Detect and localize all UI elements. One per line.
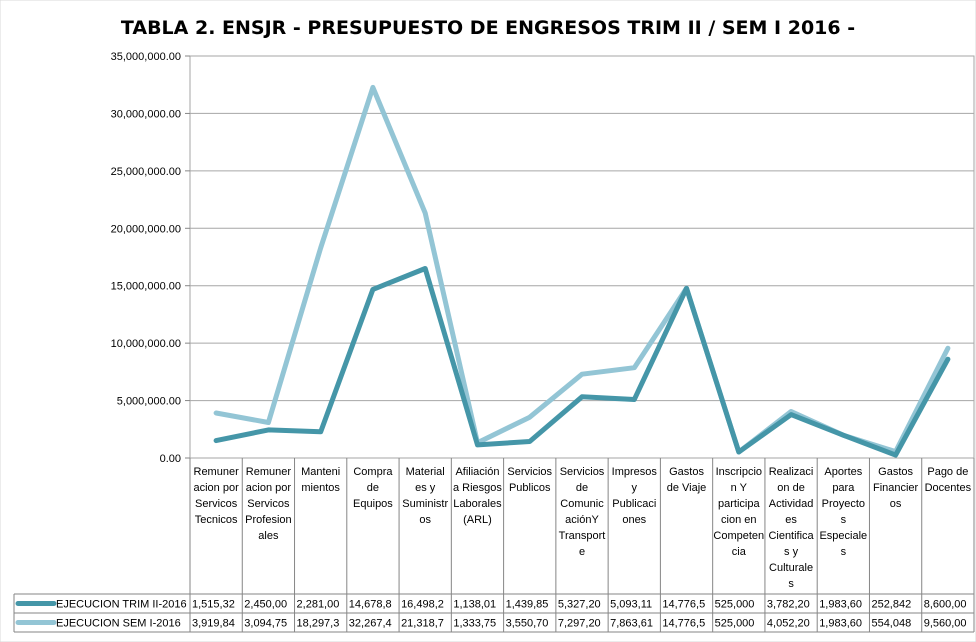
category-label: Realizaci on de Actividad es Cientifica s y Cu… <box>768 466 814 590</box>
table-cell: 14,776,5 <box>662 599 705 611</box>
category-label: Material es y Suministr os <box>402 466 448 526</box>
data-point <box>736 449 741 454</box>
category-label: Servicios de Comunic aciónY Transport e <box>559 466 606 558</box>
table-cell: 8,600,00 <box>924 599 967 611</box>
table-cell: 1,983,60 <box>819 618 862 630</box>
table-cell: 7,863,61 <box>610 618 653 630</box>
table-cell: 3,919,84 <box>192 618 235 630</box>
y-tick-label: 35,000,000.00 <box>111 51 181 63</box>
data-point <box>893 453 898 458</box>
table-cell: 21,318,7 <box>401 618 444 630</box>
table-cell: 4,052,20 <box>767 618 810 630</box>
category-label: Aportes para Proyecto s Especiale s <box>819 466 867 558</box>
category-label: Afiliación a Riesgos Laborales (ARL) <box>453 466 502 526</box>
data-point <box>423 211 428 216</box>
data-point <box>527 439 532 444</box>
y-axis: 0.00 5,000,000.00 10,000,000.00 15,000,000.… <box>111 51 975 465</box>
data-point <box>318 429 323 434</box>
category-label: Remuner acion por Servicos Tecnicos <box>194 466 240 526</box>
data-point <box>370 287 375 292</box>
data-point <box>266 427 271 432</box>
y-tick-label: 30,000,000.00 <box>111 108 181 120</box>
category-label: Remuner acion por Servicos Profesion ales <box>245 466 291 542</box>
table-cell: 14,776,5 <box>662 618 705 630</box>
table-cell: 2,450,00 <box>244 599 287 611</box>
table-cell: 18,297,3 <box>297 618 340 630</box>
data-point <box>945 357 950 362</box>
data-point <box>841 433 846 438</box>
category-label: Pago de Docentes <box>925 466 972 494</box>
table-cell: 16,498,2 <box>401 599 444 611</box>
table-cell: 3,550,70 <box>506 618 549 630</box>
y-tick-label: 0.00 <box>160 453 181 465</box>
table-cell: 1,515,32 <box>192 599 235 611</box>
data-point <box>370 85 375 90</box>
category-label: Compra de Equipos <box>353 466 393 510</box>
y-tick-label: 25,000,000.00 <box>111 166 181 178</box>
table-cell: 5,093,11 <box>610 599 652 611</box>
legend-label: EJECUCION TRIM II-2016 <box>56 599 187 611</box>
data-point <box>684 286 689 291</box>
data-point <box>527 415 532 420</box>
table-cell: 2,281,00 <box>297 599 340 611</box>
data-point <box>266 420 271 425</box>
table-cell: 1,333,75 <box>453 618 496 630</box>
series-layer <box>213 84 951 458</box>
table-cell: 525,000 <box>715 599 755 611</box>
data-point <box>214 410 219 415</box>
data-point <box>475 442 480 447</box>
data-point <box>318 245 323 250</box>
table-cell: 14,678,8 <box>349 599 392 611</box>
data-point <box>580 372 584 377</box>
category-label: Servicios Publicos <box>507 466 552 494</box>
table-cell: 7,297,20 <box>558 618 601 630</box>
category-label: Gastos de Viaje <box>667 466 707 494</box>
chart-title: TABLA 2. ENSJR - PRESUPUESTO DE ENGRESOS… <box>121 17 855 39</box>
data-point <box>580 394 584 399</box>
legend-label: EJECUCION SEM I-2016 <box>56 618 181 630</box>
data-point <box>632 365 637 370</box>
y-tick-label: 5,000,000.00 <box>117 396 181 408</box>
table-cell: 5,327,20 <box>558 599 601 611</box>
table-cell: 1,439,85 <box>506 599 549 611</box>
category-label: Gastos Financier os <box>873 466 919 510</box>
table-cell: 3,782,20 <box>767 599 810 611</box>
data-point <box>789 412 794 417</box>
table-cell: 525,000 <box>715 618 755 630</box>
table-cell: 554,048 <box>871 618 911 630</box>
table-cell: 3,094,75 <box>244 618 287 630</box>
table-cell: 1,983,60 <box>819 599 862 611</box>
table-cell: 252,842 <box>871 599 911 611</box>
category-label: Impresos y Publicaci ones <box>612 466 658 526</box>
table-cell: 9,560,00 <box>924 618 967 630</box>
data-point <box>423 266 428 271</box>
table-cell: 32,267,4 <box>349 618 392 630</box>
data-point <box>632 397 637 402</box>
y-tick-label: 15,000,000.00 <box>111 281 181 293</box>
table-cell: 1,138,01 <box>453 599 496 611</box>
data-point <box>945 346 950 351</box>
y-tick-label: 10,000,000.00 <box>111 338 181 350</box>
data-point <box>214 438 219 443</box>
category-label: Manteni mientos <box>301 466 340 494</box>
y-tick-label: 20,000,000.00 <box>111 223 181 235</box>
